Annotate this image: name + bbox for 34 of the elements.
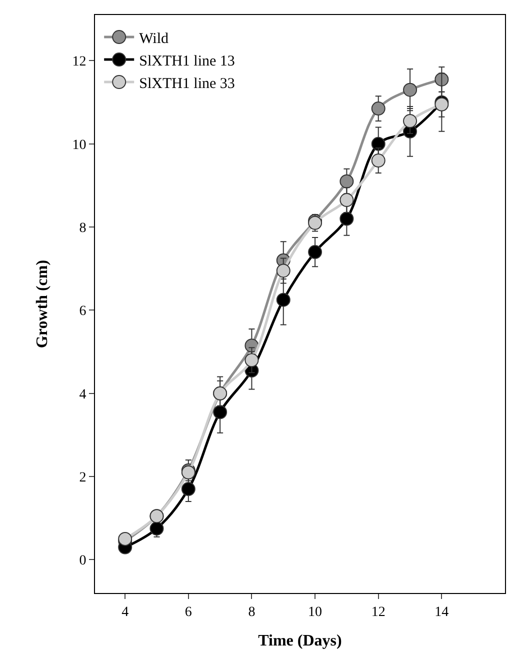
point	[276, 292, 290, 307]
point	[340, 193, 354, 208]
y-tick-label: 2	[79, 470, 86, 486]
x-tick-label: 8	[248, 604, 256, 620]
x-tick-label: 4	[122, 604, 129, 620]
point	[371, 102, 386, 116]
y-tick-label: 0	[79, 554, 86, 569]
x-axis-title: Time (Days)	[258, 632, 342, 650]
legend-label: SlXTH1 line 33	[139, 76, 235, 92]
point	[403, 82, 418, 97]
legend-label: Wild	[139, 30, 169, 47]
x-tick-label: 12	[371, 604, 386, 620]
x-tick-label: 6	[184, 604, 192, 620]
y-tick-label: 12	[72, 54, 86, 70]
point	[340, 174, 354, 188]
y-tick-label: 10	[72, 138, 86, 153]
point	[371, 136, 386, 151]
point	[118, 532, 132, 546]
point	[181, 482, 196, 496]
y-tick-label: 8	[79, 220, 86, 236]
point	[276, 264, 290, 278]
x-tick-label: 14	[434, 604, 449, 620]
point	[340, 212, 354, 226]
y-tick-label: 4	[79, 387, 86, 402]
y-axis-title: Growth (cm)	[34, 260, 52, 348]
point	[403, 114, 418, 128]
point	[213, 405, 228, 420]
legend-label: SlXTH1 line 13	[139, 53, 235, 70]
point	[150, 522, 164, 536]
point	[308, 245, 322, 260]
point	[371, 154, 386, 168]
point	[244, 353, 259, 368]
x-tick-label: 10	[308, 604, 322, 620]
y-tick-label: 6	[79, 304, 86, 320]
